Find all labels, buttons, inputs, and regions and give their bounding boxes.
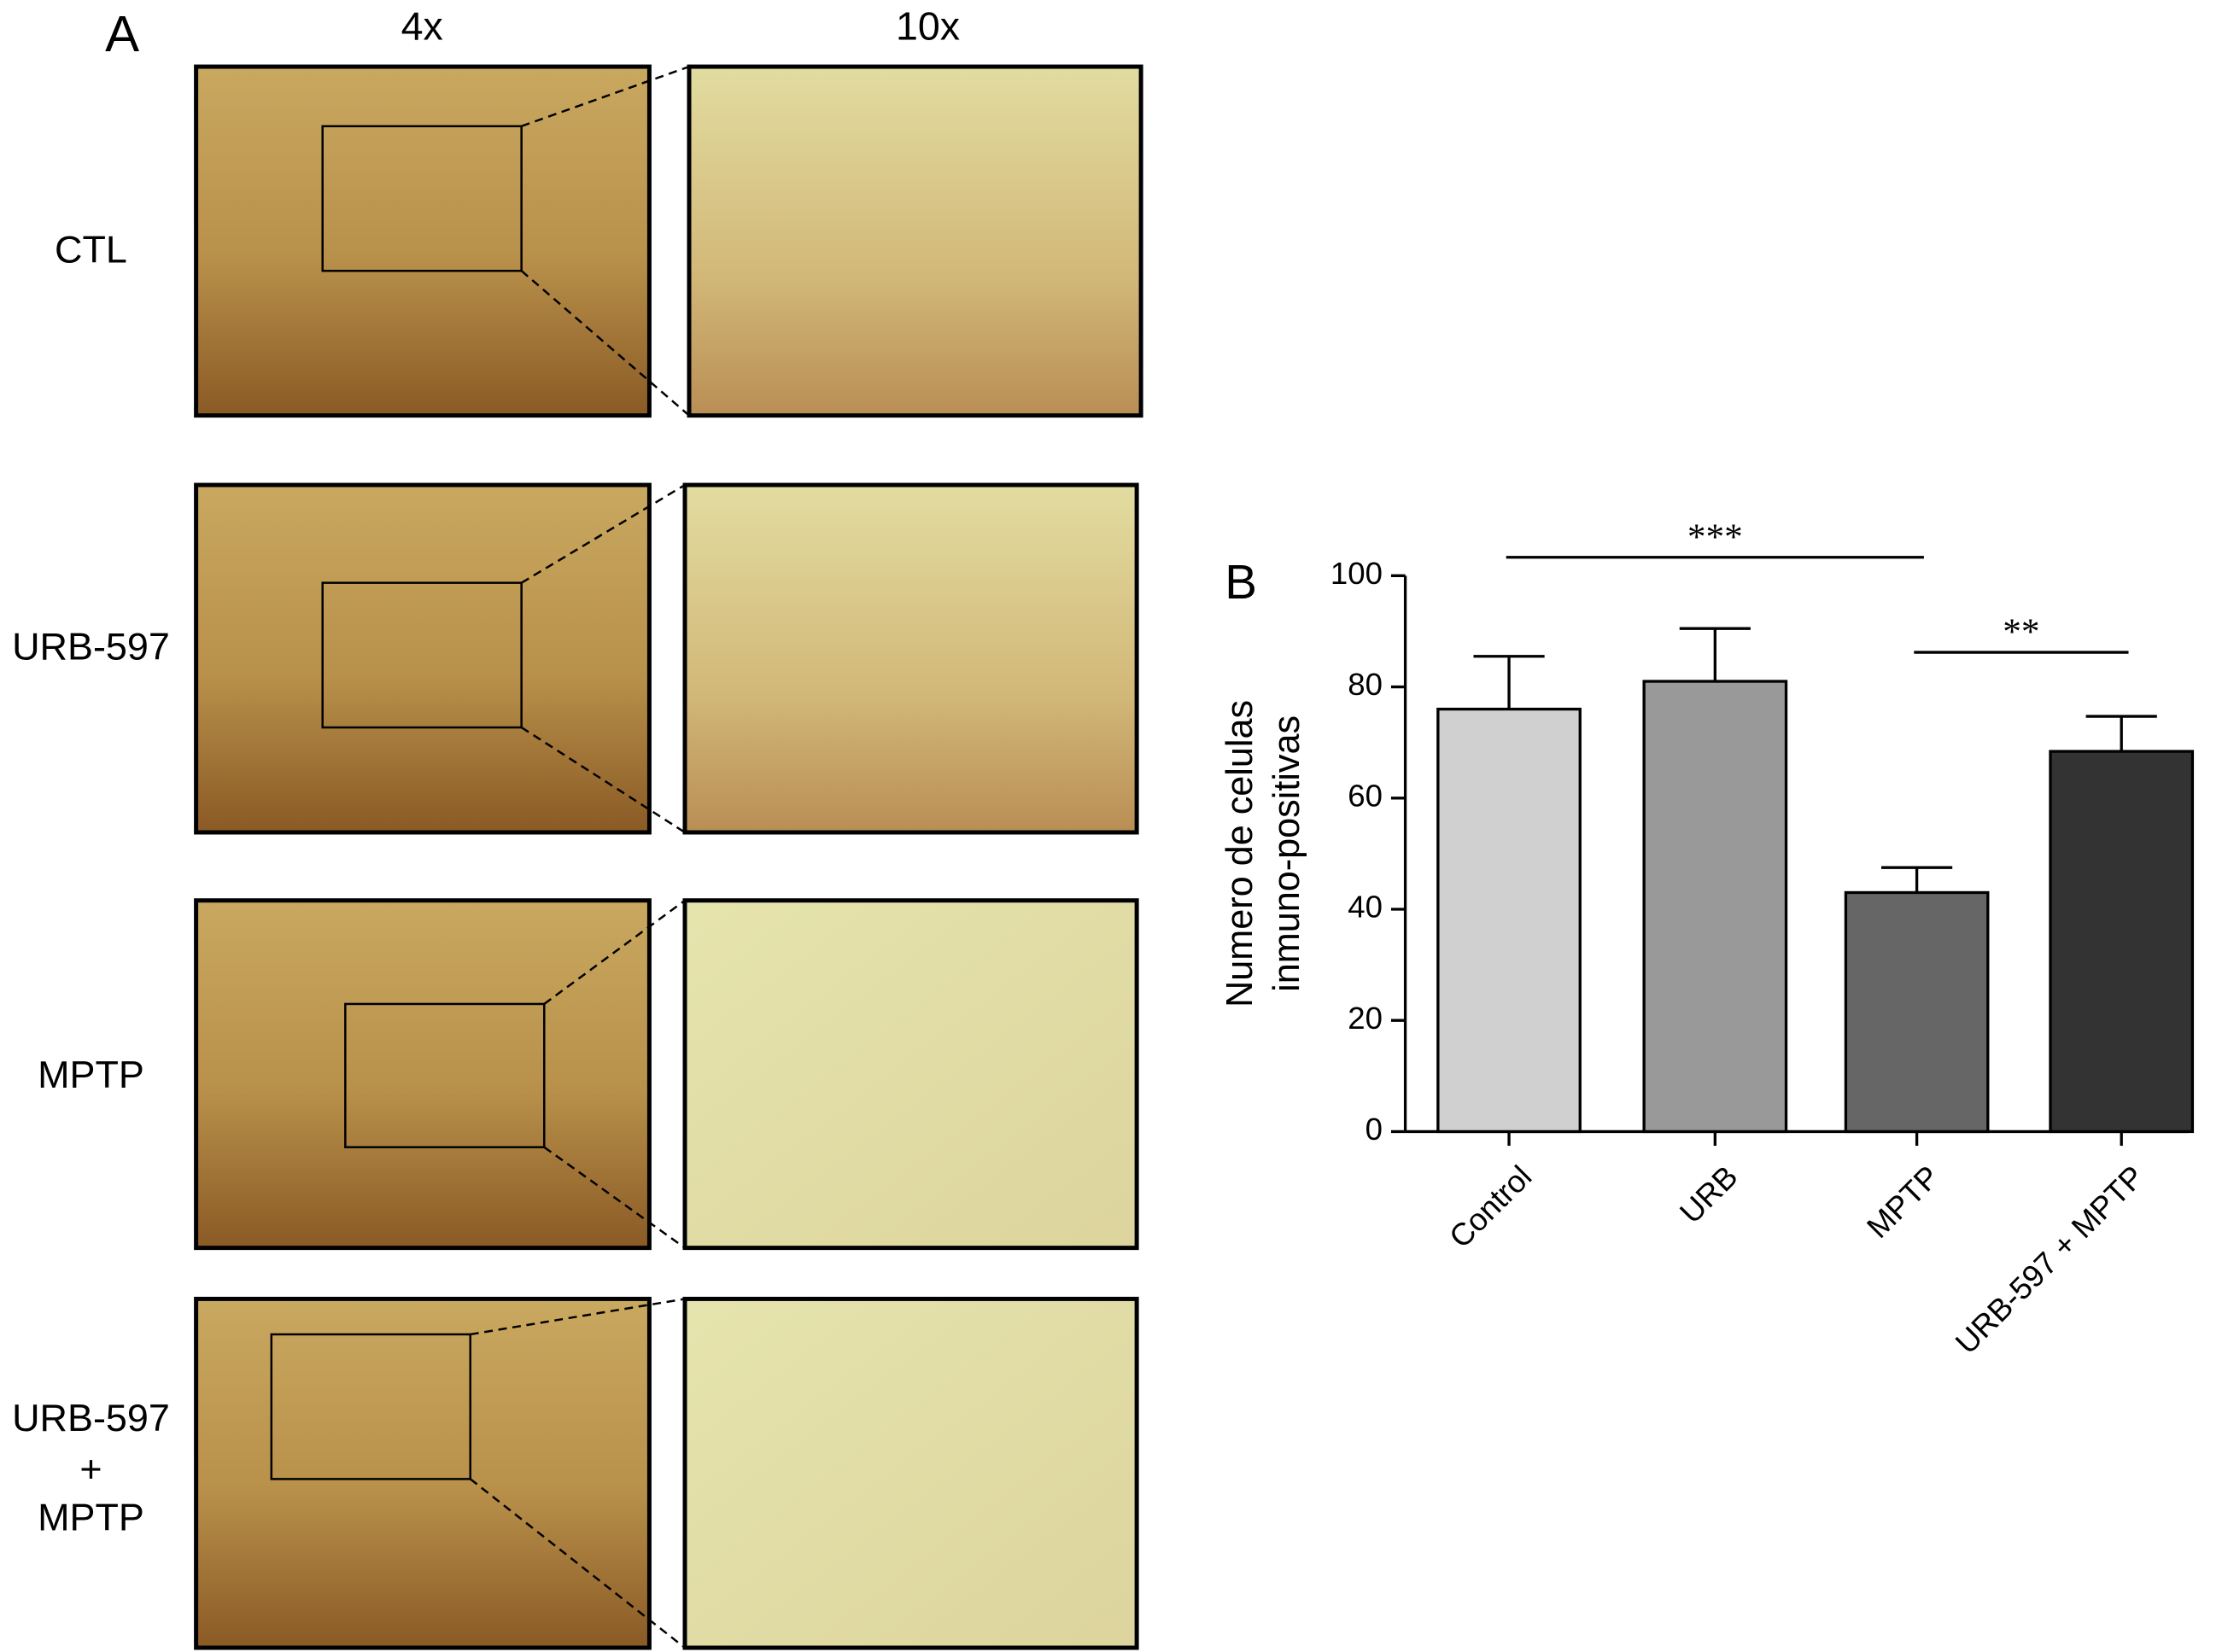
y-tick-label: 0 [1365,1112,1383,1147]
micrograph-4x [194,1296,652,1650]
y-tick-label: 20 [1348,1001,1383,1036]
x-tick-label: Control [1442,1159,1538,1254]
y-tick-label: 80 [1348,667,1383,702]
row-label: URB-597 [12,625,170,668]
panel-label: A [105,5,139,62]
significance-label: *** [1687,517,1743,557]
y-tick-label: 40 [1348,890,1383,925]
inset-box [321,581,523,729]
micrograph-4x [194,898,652,1251]
bar [2049,750,2195,1134]
y-axis-label-line: Numero de celulas [1219,700,1260,1007]
micrograph-10x [687,64,1143,418]
micrograph-4x [194,482,652,835]
x-tick-label: URB-597 + MPTP [1949,1159,2151,1360]
y-axis-label-line: inmuno-positivas [1266,715,1307,992]
row-label: + [79,1447,102,1491]
zoom-line [543,899,686,1005]
zoom-line [521,65,690,127]
y-tick-label: 60 [1348,778,1383,813]
inset-box [321,125,523,272]
inset-box [344,1002,546,1148]
panel-label: B [1225,555,1257,609]
row-label: URB-597 [12,1396,170,1439]
panel-b: B 0 20 40 60 80 100 Numero de celulas inmuno-pos… [1219,517,2195,1361]
zoom-line [543,1146,686,1249]
bar [1642,680,1788,1134]
zoom-line [469,1478,686,1649]
x-tick-label: URB [1673,1159,1745,1230]
row-label: MPTP [38,1495,144,1538]
column-label: 10x [896,4,960,49]
zoom-line [520,727,686,834]
significance-label: ** [2003,611,2039,652]
bar [1436,707,1582,1134]
micrograph-10x [682,898,1139,1251]
y-tick-label: 100 [1330,556,1383,591]
row-label: CTL [55,228,127,271]
zoom-line [520,270,690,417]
zoom-line [470,1298,686,1336]
zoom-line [521,483,686,584]
column-label: 4x [401,4,443,49]
micrograph-10x [682,482,1139,835]
y-axis-label: Numero de celulas inmuno-positivas [1219,700,1307,1007]
x-tick-label: MPTP [1860,1159,1946,1245]
micrograph-10x [682,1296,1139,1650]
inset-box [270,1333,471,1480]
row-label: MPTP [38,1053,144,1096]
micrograph-4x [194,64,652,418]
bar [1844,890,1990,1134]
